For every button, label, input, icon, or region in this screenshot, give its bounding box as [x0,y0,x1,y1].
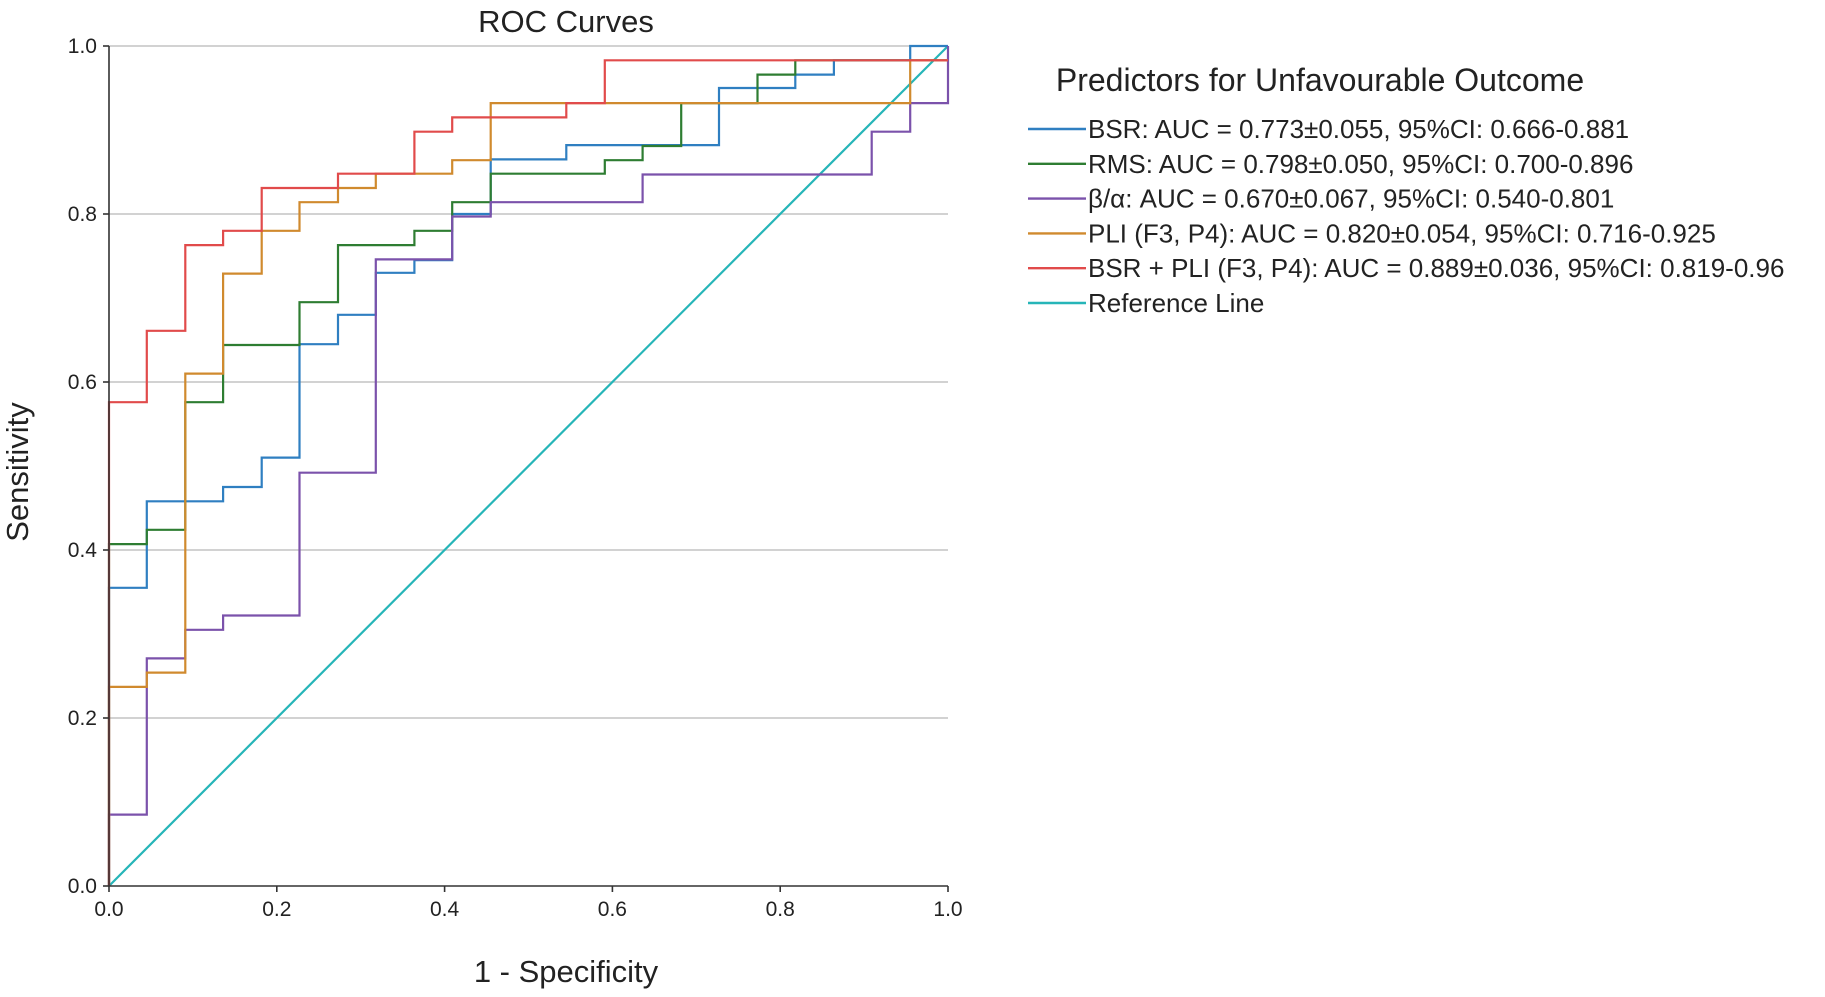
y-tick-label: 0.2 [68,707,97,730]
chart-title: ROC Curves [478,4,654,39]
series-line-rms [107,59,948,886]
y-tick-label: 0.4 [68,539,98,562]
tick-layer: 0.0 0.2 0.4 0.6 0.8 1.0 0.0 0.2 0.4 0.6 0.8 1.0 [68,35,963,921]
series-line-reference-line [108,45,949,887]
y-axis-label: Sensitivity [0,402,35,542]
legend-label-pli-f3-p4: PLI (F3, P4): AUC = 0.820±0.054, 95%CI: … [1088,218,1716,248]
legend: BSR: AUC = 0.773±0.055, 95%CI: 0.666-0.8… [1028,114,1784,318]
x-axis-label: 1 - Specificity [474,954,659,989]
series-line-beta-alpha [107,46,950,886]
reference-layer [108,45,949,887]
y-tick-label: 1.0 [68,35,97,58]
series-line-bsr-pli-f3-p4 [107,59,948,886]
series-line-pli-f3-p4 [107,59,948,886]
x-tick-label: 0.6 [598,898,627,921]
x-tick-label: 0.2 [262,898,291,921]
x-tick-label: 0.4 [430,898,460,921]
y-tick-label: 0.0 [68,875,97,898]
x-tick-label: 1.0 [933,898,962,921]
grid-layer [109,45,948,719]
legend-title: Predictors for Unfavourable Outcome [1056,62,1584,98]
x-tick-label: 0.0 [94,898,123,921]
y-tick-label: 0.8 [68,203,97,226]
legend-label-reference-line: Reference Line [1088,288,1264,318]
y-tick-label: 0.6 [68,371,97,394]
legend-label-bsr: BSR: AUC = 0.773±0.055, 95%CI: 0.666-0.8… [1088,114,1629,144]
legend-label-beta-alpha: β/α: AUC = 0.670±0.067, 95%CI: 0.540-0.8… [1088,184,1614,214]
x-tick-label: 0.8 [766,898,795,921]
legend-label-bsr-pli-f3-p4: BSR + PLI (F3, P4): AUC = 0.889±0.036, 9… [1088,253,1784,283]
legend-label-rms: RMS: AUC = 0.798±0.050, 95%CI: 0.700-0.8… [1088,149,1633,179]
series-layer [107,44,950,886]
